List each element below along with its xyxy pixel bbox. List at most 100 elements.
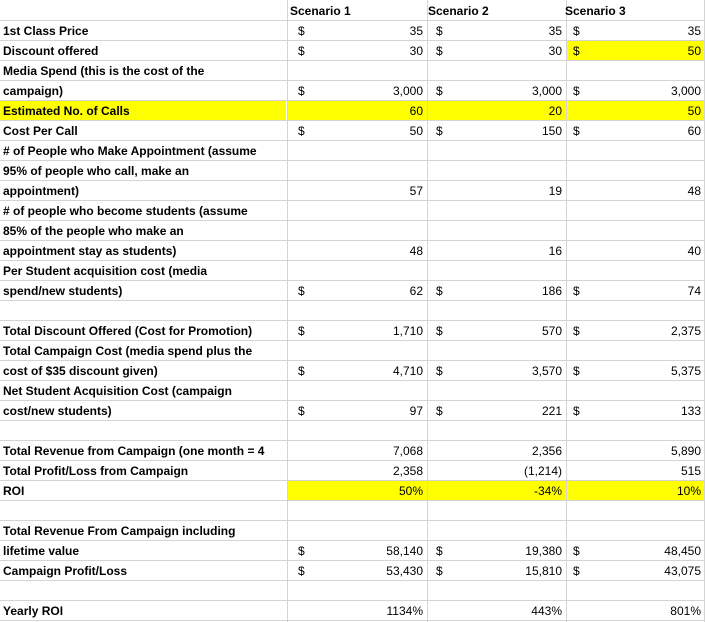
- grid-line: [0, 520, 705, 521]
- cell-value: 60: [687, 124, 701, 138]
- grid-line: [0, 500, 705, 501]
- currency-symbol: $: [436, 544, 443, 558]
- grid-line: [0, 420, 705, 421]
- cell-value: 43,075: [664, 564, 701, 578]
- grid-line: [566, 0, 567, 622]
- cell-value: 30: [548, 44, 562, 58]
- currency-symbol: $: [298, 324, 305, 338]
- row-label: appointment stay as students): [3, 244, 177, 258]
- row-label: Per Student acquisition cost (media: [3, 264, 208, 278]
- row-label: Discount offered: [3, 44, 99, 58]
- grid-line: [0, 620, 705, 621]
- cell-value: 50: [687, 104, 701, 118]
- cell-value: 7,068: [392, 444, 423, 458]
- cell-value: 150: [541, 124, 562, 138]
- row-label: Yearly ROI: [3, 604, 64, 618]
- cell-value: 3,000: [670, 84, 701, 98]
- grid-line: [0, 380, 705, 381]
- row-label: 85% of the people who make an: [3, 224, 184, 238]
- cell-value: 35: [548, 24, 562, 38]
- cell-value: 50: [687, 44, 701, 58]
- currency-symbol: $: [298, 24, 305, 38]
- row-label: ROI: [3, 484, 25, 498]
- cell-value: 2,375: [670, 324, 701, 338]
- cell-value: 48,450: [664, 544, 701, 558]
- currency-symbol: $: [573, 84, 580, 98]
- cell-value: 30: [409, 44, 423, 58]
- cell-value: 1134%: [386, 604, 423, 618]
- cell-value: 570: [541, 324, 562, 338]
- grid-line: [0, 340, 705, 341]
- cell-value: 35: [409, 24, 423, 38]
- grid-line: [0, 560, 705, 561]
- row-label: Total Revenue From Campaign including: [3, 524, 236, 538]
- cell-value: 50%: [398, 484, 423, 498]
- cell-value: 19,380: [525, 544, 562, 558]
- highlight-cell: [428, 101, 566, 121]
- cell-value: 48: [687, 184, 701, 198]
- highlight-cell: [567, 481, 705, 501]
- cell-value: 3,570: [531, 364, 562, 378]
- currency-symbol: $: [436, 284, 443, 298]
- row-label: Campaign Profit/Loss: [3, 564, 128, 578]
- currency-symbol: $: [573, 284, 580, 298]
- grid-line: [0, 400, 705, 401]
- highlight-cell: [0, 101, 286, 121]
- cell-value: 48: [409, 244, 423, 258]
- row-label: Total Discount Offered (Cost for Promoti…: [3, 324, 253, 338]
- cell-value: 221: [541, 404, 562, 418]
- row-label: cost/new students): [3, 404, 112, 418]
- cell-value: 3,000: [531, 84, 562, 98]
- row-label: Cost Per Call: [3, 124, 78, 138]
- row-label: cost of $35 discount given): [3, 364, 158, 378]
- cell-value: 186: [541, 284, 562, 298]
- currency-symbol: $: [298, 84, 305, 98]
- cell-value: 50: [409, 124, 423, 138]
- grid-line: [0, 120, 705, 121]
- grid-line: [287, 0, 288, 622]
- grid-line: [0, 280, 705, 281]
- currency-symbol: $: [436, 364, 443, 378]
- currency-symbol: $: [436, 564, 443, 578]
- row-label: appointment): [3, 184, 79, 198]
- grid-line: [0, 240, 705, 241]
- cell-value: 15,810: [525, 564, 562, 578]
- grid-line: [0, 80, 705, 81]
- currency-symbol: $: [573, 404, 580, 418]
- row-label: 95% of people who call, make an: [3, 164, 190, 178]
- cell-value: 801%: [670, 604, 701, 618]
- currency-symbol: $: [436, 324, 443, 338]
- grid-line: [0, 20, 705, 21]
- row-label: Total Revenue from Campaign (one month =…: [3, 444, 265, 458]
- row-label: lifetime value: [3, 544, 80, 558]
- grid-line: [0, 580, 705, 581]
- currency-symbol: $: [573, 564, 580, 578]
- cell-value: 16: [548, 244, 562, 258]
- currency-symbol: $: [436, 404, 443, 418]
- currency-symbol: $: [298, 364, 305, 378]
- column-header: Scenario 1: [290, 4, 351, 18]
- highlight-cell: [288, 481, 427, 501]
- currency-symbol: $: [298, 44, 305, 58]
- cell-value: 1,710: [392, 324, 423, 338]
- grid-line: [0, 160, 705, 161]
- currency-symbol: $: [298, 404, 305, 418]
- grid-line: [0, 600, 705, 601]
- grid-line: [0, 460, 705, 461]
- currency-symbol: $: [298, 124, 305, 138]
- currency-symbol: $: [436, 124, 443, 138]
- grid-line: [0, 180, 705, 181]
- grid-line: [0, 100, 705, 101]
- cell-value: 4,710: [392, 364, 423, 378]
- row-label: Total Campaign Cost (media spend plus th…: [3, 344, 253, 358]
- cell-value: 97: [409, 404, 423, 418]
- cell-value: 60: [409, 104, 423, 118]
- highlight-cell: [567, 101, 705, 121]
- cell-value: (1,214): [523, 464, 562, 478]
- highlight-cell: [428, 481, 566, 501]
- row-label: spend/new students): [3, 284, 123, 298]
- grid-line: [0, 260, 705, 261]
- grid-line: [0, 140, 705, 141]
- grid-line: [0, 40, 705, 41]
- cell-value: 515: [680, 464, 701, 478]
